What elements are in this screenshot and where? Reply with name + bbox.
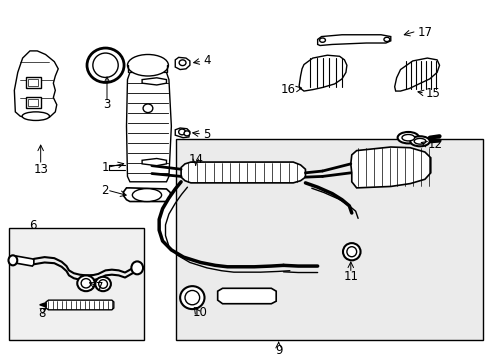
Ellipse shape <box>22 112 49 121</box>
Text: 2: 2 <box>101 184 109 197</box>
Ellipse shape <box>401 134 414 141</box>
Ellipse shape <box>93 53 118 77</box>
Ellipse shape <box>183 131 189 136</box>
Bar <box>176 139 483 339</box>
Polygon shape <box>394 58 439 91</box>
Ellipse shape <box>346 247 356 257</box>
Text: 9: 9 <box>274 344 282 357</box>
Ellipse shape <box>397 132 418 143</box>
Text: 11: 11 <box>343 270 358 283</box>
Ellipse shape <box>143 104 153 113</box>
Polygon shape <box>181 162 305 183</box>
Ellipse shape <box>127 54 168 76</box>
Polygon shape <box>123 188 170 202</box>
Ellipse shape <box>180 286 204 309</box>
Text: 17: 17 <box>417 26 432 39</box>
Text: 10: 10 <box>192 306 207 319</box>
Text: 3: 3 <box>103 98 110 111</box>
Text: 12: 12 <box>427 138 442 151</box>
Ellipse shape <box>132 189 161 202</box>
Text: 16: 16 <box>280 83 295 96</box>
Ellipse shape <box>409 136 429 146</box>
Bar <box>28 99 38 106</box>
Ellipse shape <box>184 291 199 305</box>
Text: 1: 1 <box>101 161 109 174</box>
Ellipse shape <box>413 138 425 144</box>
Polygon shape <box>40 303 46 307</box>
Ellipse shape <box>383 37 389 41</box>
Text: 14: 14 <box>188 153 203 166</box>
Ellipse shape <box>87 48 124 82</box>
Polygon shape <box>175 128 189 138</box>
Ellipse shape <box>319 38 325 42</box>
Bar <box>9 228 143 339</box>
Polygon shape <box>142 78 166 85</box>
Ellipse shape <box>131 261 143 274</box>
Text: 5: 5 <box>203 127 210 141</box>
Polygon shape <box>126 72 171 182</box>
Polygon shape <box>317 35 390 45</box>
Text: 13: 13 <box>33 163 48 176</box>
Polygon shape <box>14 51 58 119</box>
Ellipse shape <box>81 279 91 288</box>
Ellipse shape <box>179 60 185 66</box>
Ellipse shape <box>342 243 360 260</box>
Polygon shape <box>299 55 346 91</box>
Text: 7: 7 <box>96 281 103 294</box>
Polygon shape <box>175 57 189 69</box>
Ellipse shape <box>178 129 185 135</box>
Text: 6: 6 <box>29 219 36 233</box>
Ellipse shape <box>95 277 111 291</box>
Polygon shape <box>46 300 114 310</box>
Ellipse shape <box>8 255 17 265</box>
Bar <box>26 77 41 88</box>
Bar <box>26 97 41 108</box>
Text: 8: 8 <box>39 307 46 320</box>
Ellipse shape <box>99 280 107 288</box>
Polygon shape <box>13 256 34 266</box>
Ellipse shape <box>77 275 95 291</box>
Text: 15: 15 <box>425 87 440 100</box>
Polygon shape <box>350 147 430 188</box>
Polygon shape <box>217 288 276 304</box>
Text: 4: 4 <box>203 54 210 67</box>
Polygon shape <box>142 158 166 166</box>
Bar <box>28 79 38 86</box>
